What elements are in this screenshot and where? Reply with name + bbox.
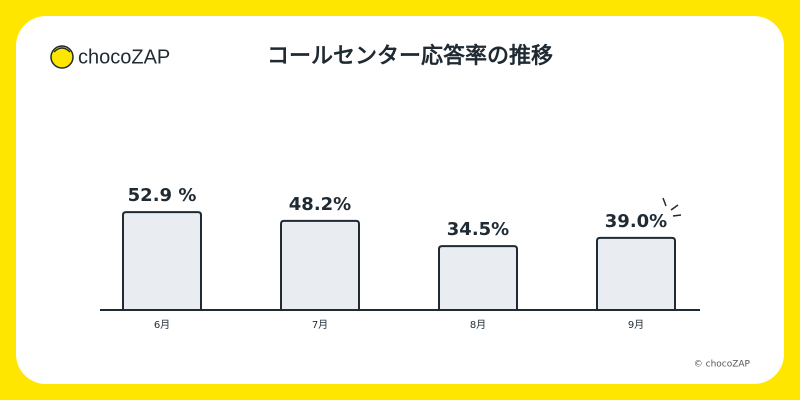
value-label: 52.9 % — [128, 185, 197, 206]
logo-icon-hair — [53, 47, 71, 53]
sparkle — [662, 197, 682, 217]
x-tick-label: 8月 — [470, 319, 486, 331]
x-tick-label: 6月 — [154, 319, 170, 331]
x-tick-label: 9月 — [628, 319, 644, 331]
value-label: 48.2% — [289, 194, 351, 215]
card — [16, 16, 784, 384]
bar — [122, 211, 202, 310]
sparkle-line — [672, 214, 682, 217]
logo-icon — [50, 45, 74, 69]
bar — [596, 236, 676, 310]
value-label: 34.5% — [447, 219, 509, 240]
chart-title: コールセンター応答率の推移 — [267, 43, 553, 69]
x-tick-label: 7月 — [312, 319, 328, 331]
sparkle-line — [670, 204, 679, 211]
logo-text: chocoZAP — [78, 46, 170, 68]
copyright: © chocoZAP — [694, 360, 751, 370]
value-label: 39.0% — [605, 211, 667, 232]
bar — [438, 245, 518, 310]
bar — [280, 219, 360, 310]
sparkle-line — [662, 197, 667, 207]
logo: chocoZAP — [50, 45, 170, 69]
